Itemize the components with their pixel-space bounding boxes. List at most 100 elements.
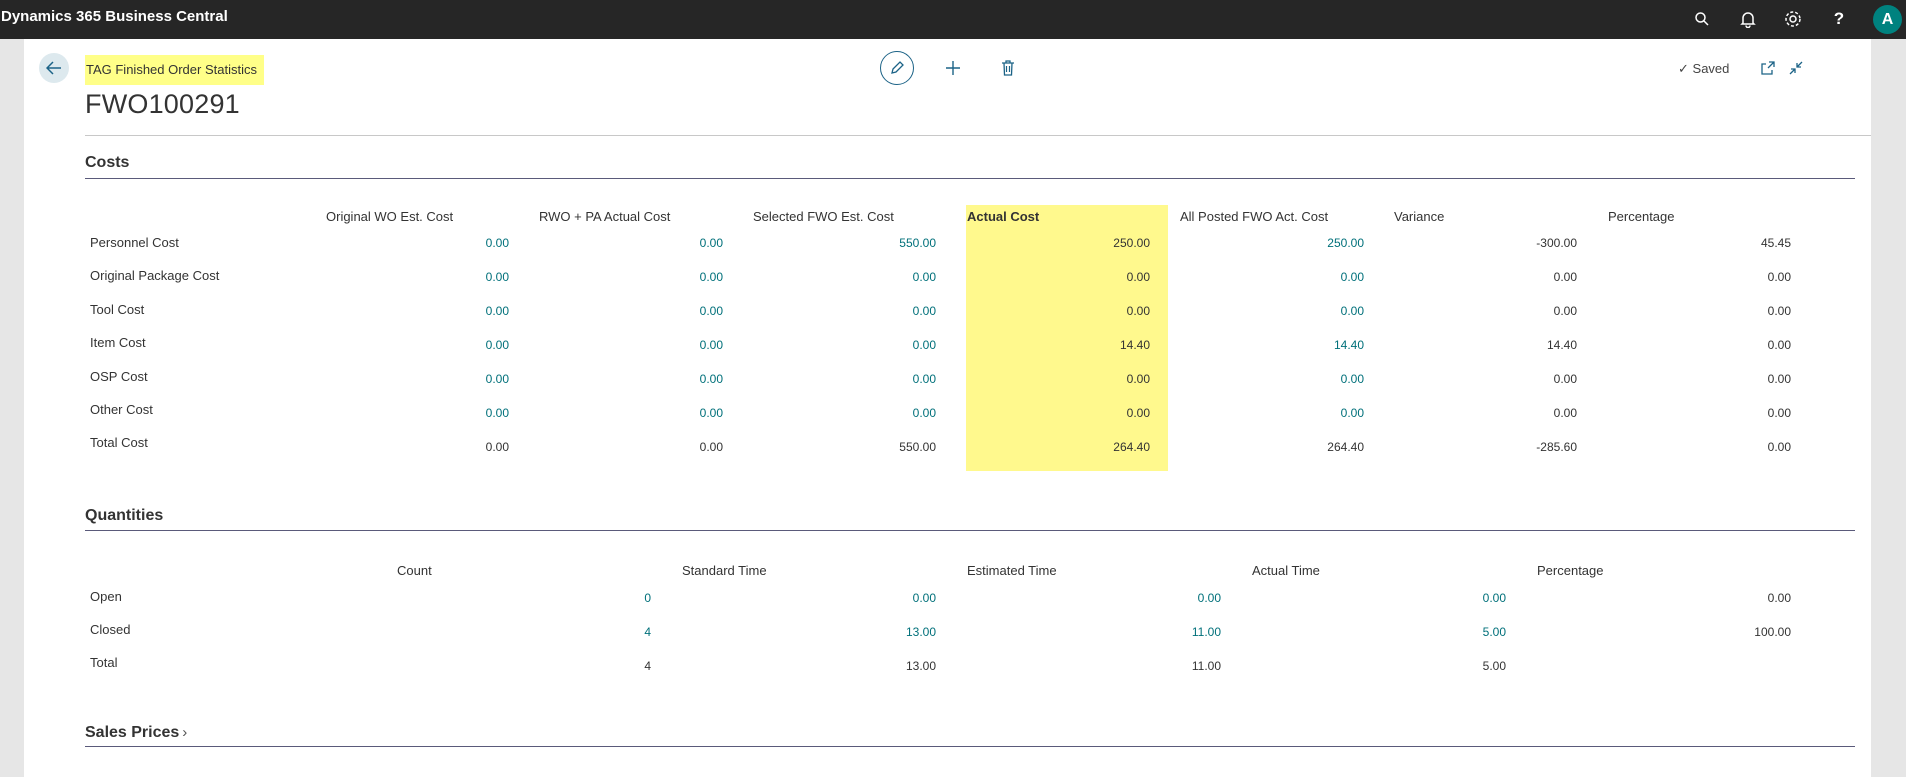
chevron-right-icon: › [182,724,188,741]
col-header-selected-fwo: Selected FWO Est. Cost [753,209,894,224]
delete-icon[interactable] [995,55,1021,81]
avatar[interactable]: A [1873,5,1902,34]
package-selected-fwo[interactable]: 0.00 [912,270,936,284]
other-rwo-pa[interactable]: 0.00 [699,406,723,420]
closed-count[interactable]: 4 [644,625,651,639]
package-actual-cost: 0.00 [1126,270,1150,284]
add-icon[interactable] [940,55,966,81]
closed-percentage: 100.00 [1754,625,1791,639]
item-all-posted[interactable]: 14.40 [1333,338,1364,352]
col-header-actual-time: Actual Time [1252,563,1320,578]
osp-variance: 0.00 [1553,372,1577,386]
bell-icon[interactable] [1738,9,1758,29]
personnel-variance: -300.00 [1536,236,1577,250]
item-original-wo[interactable]: 0.00 [485,338,509,352]
top-bar: Dynamics 365 Business Central ? A [0,0,1906,39]
quantities-section-rule [85,530,1855,531]
total-standard-time: 13.00 [905,659,936,673]
caption-highlight [85,55,264,85]
open-percentage: 0.00 [1767,591,1791,605]
col-header-all-posted: All Posted FWO Act. Cost [1180,209,1329,224]
tool-selected-fwo[interactable]: 0.00 [912,304,936,318]
app-title[interactable]: Dynamics 365 Business Central [1,8,228,25]
package-original-wo[interactable]: 0.00 [485,270,509,284]
total-all-posted: 264.40 [1327,440,1364,454]
col-header-estimated-time: Estimated Time [967,563,1057,578]
open-standard-time[interactable]: 0.00 [912,591,936,605]
tool-variance: 0.00 [1553,304,1577,318]
package-percentage: 0.00 [1767,270,1791,284]
open-estimated-time[interactable]: 0.00 [1197,591,1221,605]
other-selected-fwo[interactable]: 0.00 [912,406,936,420]
total-estimated-time: 11.00 [1191,659,1221,673]
item-selected-fwo[interactable]: 0.00 [912,338,936,352]
quantities-section-title[interactable]: Quantities [85,507,164,524]
osp-selected-fwo[interactable]: 0.00 [912,372,936,386]
total-percentage: 0.00 [1767,440,1791,454]
row-label-total: Total [90,655,118,670]
row-label-total-cost: Total Cost [90,435,148,450]
actual-cost-highlight [966,205,1168,471]
package-rwo-pa[interactable]: 0.00 [699,270,723,284]
open-count[interactable]: 0 [644,591,651,605]
item-actual-cost: 14.40 [1119,338,1150,352]
row-label-tool-cost: Tool Cost [90,302,145,317]
search-icon[interactable] [1692,9,1712,29]
total-actual-time: 5.00 [1482,659,1506,673]
closed-standard-time[interactable]: 13.00 [905,625,936,639]
total-selected-fwo: 550.00 [899,440,936,454]
costs-section-rule [85,178,1855,179]
total-original-wo: 0.00 [485,440,509,454]
col-header-quantity-percentage: Percentage [1537,563,1604,578]
saved-label: Saved [1692,61,1730,76]
open-actual-time[interactable]: 0.00 [1482,591,1506,605]
sales-prices-section-title[interactable]: Sales Prices › [85,724,187,742]
osp-rwo-pa[interactable]: 0.00 [699,372,723,386]
gear-icon[interactable] [1783,9,1803,29]
tool-original-wo[interactable]: 0.00 [485,304,509,318]
personnel-selected-fwo[interactable]: 550.00 [899,236,936,250]
total-variance: -285.60 [1536,440,1577,454]
other-all-posted[interactable]: 0.00 [1340,406,1364,420]
title-divider [85,135,1871,136]
other-percentage: 0.00 [1767,406,1791,420]
closed-estimated-time[interactable]: 11.00 [1191,625,1221,639]
back-button[interactable] [39,53,69,83]
row-label-osp-cost: OSP Cost [90,369,148,384]
col-header-rwo-pa: RWO + PA Actual Cost [539,209,671,224]
help-icon[interactable]: ? [1833,9,1845,28]
tool-all-posted[interactable]: 0.00 [1340,304,1364,318]
osp-original-wo[interactable]: 0.00 [485,372,509,386]
tool-actual-cost: 0.00 [1126,304,1150,318]
saved-status: ✓ Saved [1678,61,1729,77]
row-label-item-cost: Item Cost [90,335,146,350]
personnel-actual-cost: 250.00 [1113,236,1150,250]
item-rwo-pa[interactable]: 0.00 [699,338,723,352]
sales-prices-section-rule [85,746,1855,747]
total-rwo-pa: 0.00 [699,440,723,454]
personnel-all-posted[interactable]: 250.00 [1327,236,1364,250]
row-label-closed: Closed [90,622,131,637]
item-percentage: 0.00 [1767,338,1791,352]
edit-button[interactable] [880,51,914,85]
collapse-icon[interactable] [1783,55,1809,81]
col-header-original-wo: Original WO Est. Cost [326,209,454,224]
statistics-page: TAG Finished Order Statistics FWO100291 … [24,39,1871,777]
package-all-posted[interactable]: 0.00 [1340,270,1364,284]
other-variance: 0.00 [1553,406,1577,420]
tool-rwo-pa[interactable]: 0.00 [699,304,723,318]
personnel-original-wo[interactable]: 0.00 [485,236,509,250]
other-original-wo[interactable]: 0.00 [485,406,509,420]
col-header-actual-cost: Actual Cost [967,209,1040,224]
col-header-percentage: Percentage [1608,209,1675,224]
osp-actual-cost: 0.00 [1126,372,1150,386]
osp-all-posted[interactable]: 0.00 [1340,372,1364,386]
open-in-new-window-icon[interactable] [1755,55,1781,81]
page-caption: TAG Finished Order Statistics [86,62,257,77]
col-header-standard-time: Standard Time [682,563,767,578]
row-label-other-cost: Other Cost [90,402,153,417]
closed-actual-time[interactable]: 5.00 [1482,625,1506,639]
other-actual-cost: 0.00 [1126,406,1150,420]
personnel-rwo-pa[interactable]: 0.00 [699,236,723,250]
costs-section-title[interactable]: Costs [85,154,130,171]
